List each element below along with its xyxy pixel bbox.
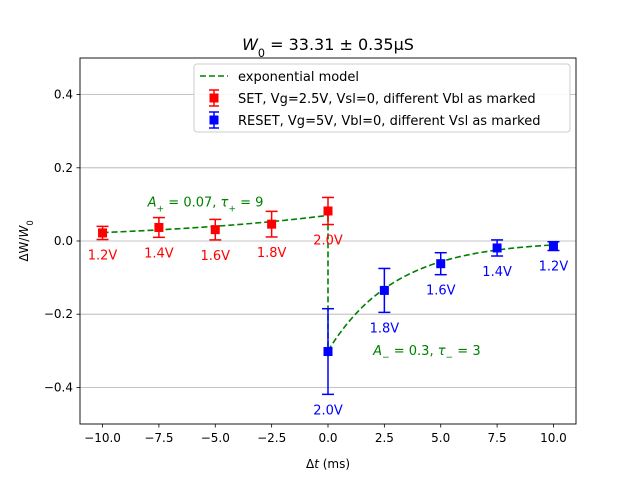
y-tick-label: −0.2: [44, 307, 73, 321]
point-label: 1.8V: [370, 321, 400, 336]
point-labels: 1.2V 1.4V 1.6V 1.8V 2.0V 2.0V 1.8V 1.6V 1.4V 1.2V: [88, 234, 569, 419]
legend-label: SET, Vg=2.5V, Vsl=0, different Vbl as ma…: [238, 92, 536, 107]
x-axis-label: Δt (ms): [306, 457, 350, 471]
point-label: 2.0V: [313, 234, 343, 249]
x-tick-label: 7.5: [488, 431, 507, 445]
data-point: [154, 222, 164, 232]
data-point: [98, 228, 108, 238]
legend-swatch-marker: [209, 115, 219, 125]
point-label: 1.6V: [426, 284, 456, 299]
x-axis-ticks: −10.0 −7.5 −5.0 −2.5 0.0 2.5 5.0 7.5 10.0: [84, 424, 567, 445]
data-point: [548, 241, 558, 251]
x-tick-label: 0.0: [318, 431, 337, 445]
data-point: [436, 259, 446, 269]
x-tick-label: −10.0: [84, 431, 121, 445]
y-tick-label: 0.0: [54, 234, 73, 248]
y-tick-label: −0.4: [44, 380, 73, 394]
y-axis-label: ΔW/W0: [17, 220, 35, 261]
point-label: 2.0V: [313, 403, 343, 418]
data-point: [323, 206, 333, 216]
annotation: A+ = 0.07, τ+ = 9: [147, 196, 264, 215]
point-label: 1.4V: [482, 265, 512, 280]
data-point: [379, 285, 389, 295]
point-label: 1.8V: [257, 246, 287, 261]
x-tick-label: −2.5: [257, 431, 286, 445]
point-label: 1.2V: [539, 260, 569, 275]
data-point: [323, 347, 333, 357]
point-label: 1.6V: [200, 249, 230, 264]
data-point: [210, 225, 220, 235]
x-tick-label: 2.5: [375, 431, 394, 445]
annotation: A− = 0.3, τ− = 3: [372, 344, 481, 363]
data-point: [267, 219, 277, 229]
x-tick-label: 5.0: [431, 431, 450, 445]
legend-label: RESET, Vg=5V, Vbl=0, different Vsl as ma…: [238, 114, 541, 129]
legend-swatch-marker: [209, 93, 219, 103]
chart-title: W0 = 33.31 ± 0.35μS: [242, 35, 414, 60]
y-tick-label: 0.2: [54, 161, 73, 175]
x-tick-label: 10.0: [540, 431, 567, 445]
legend-box: [193, 63, 571, 133]
legend-label: exponential model: [238, 70, 359, 85]
x-tick-label: −7.5: [144, 431, 173, 445]
point-label: 1.4V: [144, 246, 174, 261]
annotations: A+ = 0.07, τ+ = 9 A− = 0.3, τ− = 3: [147, 196, 481, 363]
x-tick-label: −5.0: [201, 431, 230, 445]
y-tick-label: 0.4: [54, 88, 73, 102]
point-label: 1.2V: [88, 249, 118, 264]
y-axis-ticks: −0.4 −0.2 0.0 0.2 0.4: [44, 88, 80, 394]
data-points: [96, 196, 560, 396]
legend: exponential model SET, Vg=2.5V, Vsl=0, di…: [193, 63, 571, 133]
data-point: [492, 243, 502, 253]
